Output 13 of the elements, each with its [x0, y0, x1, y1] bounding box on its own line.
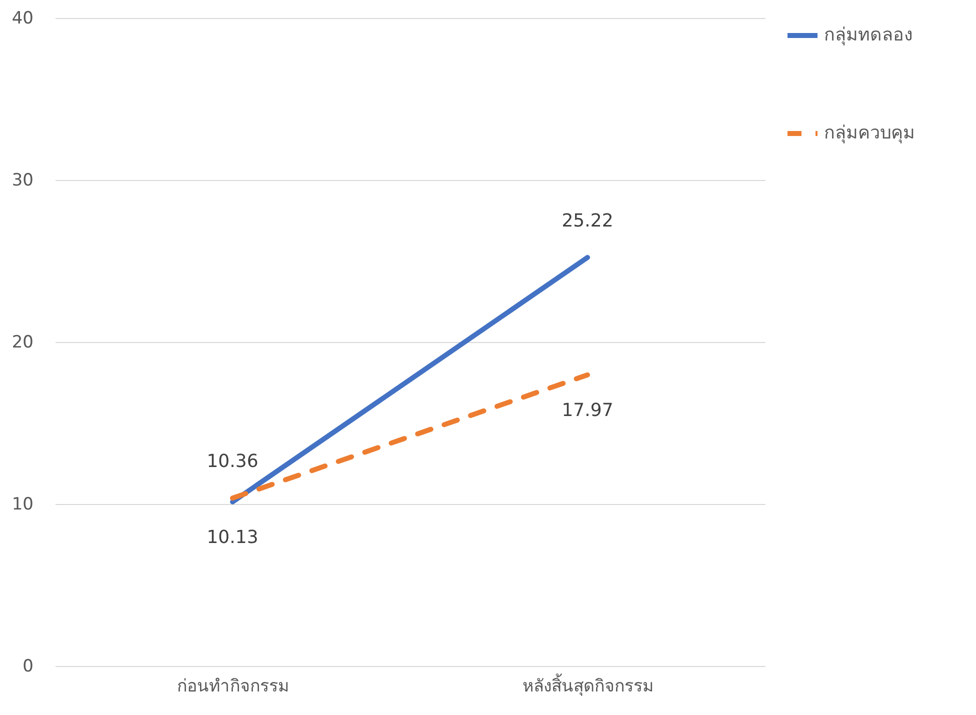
- y-tick-label: 0: [22, 656, 34, 676]
- y-tick-label: 30: [12, 170, 34, 190]
- data-label: 10.13: [206, 526, 258, 548]
- data-label: 17.97: [562, 400, 614, 421]
- data-label: 10.36: [206, 451, 258, 472]
- y-tick-label: 20: [12, 332, 34, 352]
- y-tick-label: 40: [12, 8, 34, 28]
- legend-label: กลุ่มควบคุม: [824, 122, 915, 144]
- legend-label: กลุ่มทดลอง: [824, 24, 913, 46]
- data-label: 25.22: [562, 210, 614, 232]
- x-tick-label: ก่อนทำกิจกรรม: [177, 676, 289, 696]
- x-tick-label: หลังสิ้นสุดกิจกรรม: [522, 674, 654, 696]
- y-tick-label: 10: [12, 494, 34, 514]
